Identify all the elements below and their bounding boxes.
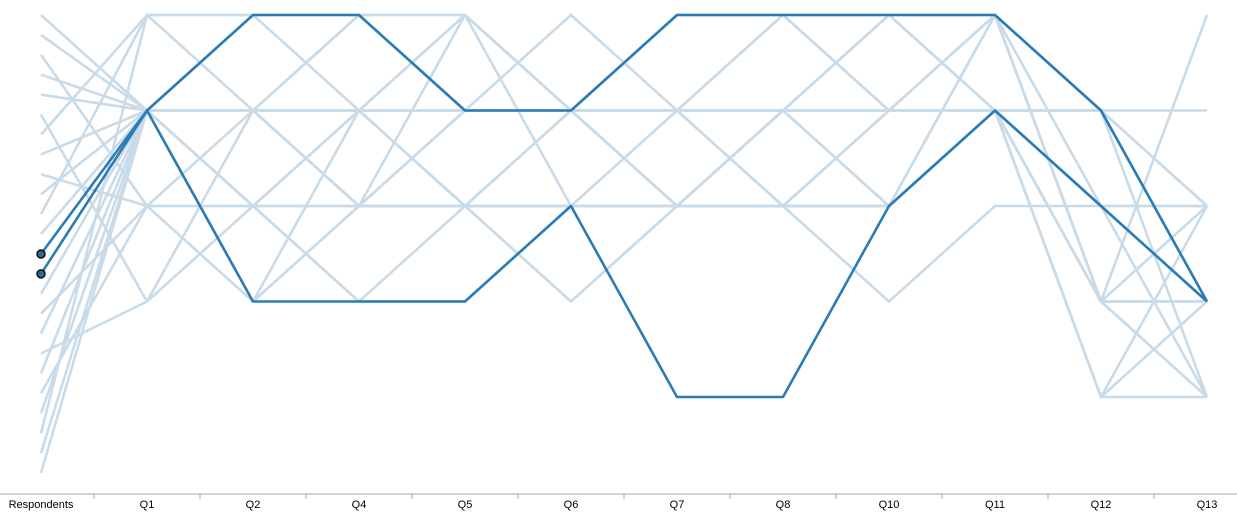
axis-label-q4: Q4 [352, 499, 367, 511]
axis-label-respondents: Respondents [9, 499, 74, 511]
axis-label-q5: Q5 [458, 499, 473, 511]
axis-label-q7: Q7 [670, 499, 685, 511]
respondent-line-23[interactable] [39, 109, 1208, 454]
respondent-lines-background [39, 13, 1209, 474]
axis-label-q12: Q12 [1091, 499, 1112, 511]
respondent-dot-13[interactable] [36, 249, 46, 259]
axis-label-q2: Q2 [246, 499, 261, 511]
respondent-lines-highlighted [39, 13, 1209, 399]
respondent-dot-14[interactable] [36, 269, 46, 279]
respondent-line-16[interactable] [40, 13, 1207, 315]
respondent-line-22[interactable] [39, 13, 1209, 434]
respondent-line-highlighted-14[interactable] [39, 109, 1208, 399]
axis-label-q8: Q8 [776, 499, 791, 511]
x-axis [0, 493, 1237, 499]
axis-label-q10: Q10 [879, 499, 900, 511]
axis-label-q6: Q6 [564, 499, 579, 511]
respondent-line-24[interactable] [39, 109, 1208, 474]
axis-label-q11: Q11 [985, 499, 1005, 511]
axis-label-q1: Q1 [140, 499, 155, 511]
respondent-dots [36, 249, 46, 279]
axis-label-q13: Q13 [1197, 499, 1218, 511]
respondent-line-19[interactable] [39, 13, 1207, 374]
respondent-line-highlighted-13[interactable] [39, 13, 1209, 303]
x-axis-labels: Respondents Q1 Q2 Q4 Q5 Q6 Q7 Q8 Q10 Q11 Q12 Q13 [9, 499, 1218, 511]
respondent-line-20[interactable] [39, 109, 1209, 399]
